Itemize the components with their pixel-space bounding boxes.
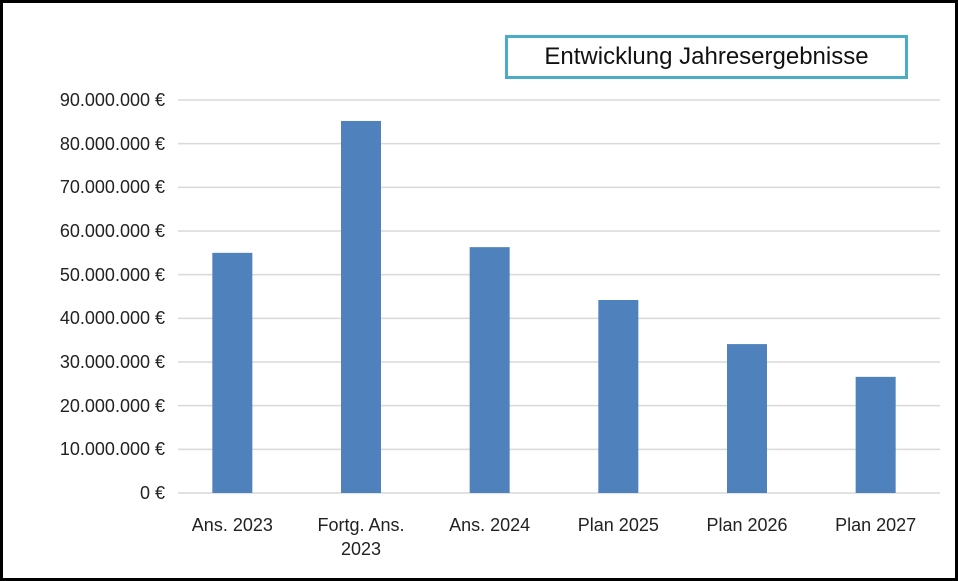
y-tick-label: 60.000.000 € bbox=[59, 221, 165, 241]
bar bbox=[727, 344, 767, 493]
x-tick-label: Ans. 2023 bbox=[191, 515, 273, 535]
bar bbox=[212, 252, 253, 493]
y-tick-label: 90.000.000 € bbox=[59, 90, 165, 110]
y-tick-label: 0 € bbox=[139, 483, 165, 503]
y-tick-label: 40.000.000 € bbox=[59, 308, 165, 329]
x-tick-label: Plan 2027 bbox=[835, 515, 917, 535]
y-tick-label: 10.000.000 € bbox=[59, 439, 165, 460]
x-tick-label: Plan 2026 bbox=[706, 515, 788, 535]
y-tick-label: 50.000.000 € bbox=[59, 264, 165, 285]
bar bbox=[341, 120, 381, 494]
chart bbox=[178, 99, 940, 494]
bar bbox=[598, 299, 639, 493]
y-tick-label: 20.000.000 € bbox=[59, 395, 165, 416]
y-tick-label: 30.000.000 € bbox=[59, 352, 165, 372]
y-tick-label: 80.000.000 € bbox=[59, 133, 165, 154]
x-tick-label: Ans. 2024 bbox=[449, 515, 531, 535]
y-tick-label: 70.000.000 € bbox=[59, 177, 165, 198]
x-tick-label: Plan 2025 bbox=[577, 515, 659, 535]
x-tick-label: Fortg. Ans. 2023 bbox=[317, 515, 405, 559]
chart-title: Entwicklung Jahresergebnisse bbox=[505, 35, 908, 79]
bar bbox=[469, 247, 510, 493]
bar bbox=[855, 376, 896, 493]
